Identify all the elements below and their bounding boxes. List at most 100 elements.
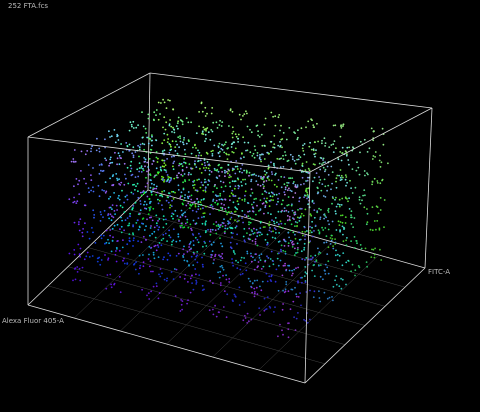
point (171, 190, 173, 193)
point (213, 259, 215, 261)
point (295, 293, 298, 296)
point (95, 149, 98, 152)
point (273, 220, 275, 223)
point (301, 162, 304, 165)
point (244, 178, 247, 181)
point (374, 151, 377, 153)
point (177, 252, 180, 255)
point (203, 252, 206, 255)
point (270, 280, 273, 282)
point (268, 205, 271, 208)
point (108, 130, 110, 133)
point (145, 203, 148, 206)
point (327, 184, 330, 187)
point (282, 132, 285, 134)
point (151, 144, 153, 147)
point (167, 138, 170, 140)
point (246, 250, 249, 253)
point (221, 206, 224, 209)
point (124, 219, 127, 222)
point (153, 119, 155, 122)
point (152, 285, 155, 288)
point (113, 210, 116, 212)
point (193, 253, 196, 255)
point (179, 225, 182, 227)
point (274, 280, 277, 283)
point (318, 181, 321, 184)
point (169, 195, 172, 198)
point (269, 226, 271, 229)
point (292, 182, 295, 185)
point (119, 228, 121, 231)
point (172, 190, 175, 193)
point (329, 237, 332, 239)
point (247, 277, 250, 280)
point (139, 191, 142, 194)
point (90, 189, 92, 192)
point (350, 223, 353, 225)
point (99, 220, 102, 222)
point (162, 179, 164, 182)
point (81, 266, 84, 269)
point (227, 169, 230, 171)
point (256, 152, 259, 154)
point (346, 153, 348, 156)
cluster (177, 243, 196, 256)
point (285, 281, 288, 283)
point (173, 128, 175, 131)
point (285, 138, 288, 141)
point (307, 120, 310, 123)
cluster (317, 226, 333, 238)
point (153, 226, 156, 229)
point (281, 227, 284, 229)
point (193, 162, 196, 165)
cluster (190, 254, 204, 270)
point (190, 167, 193, 170)
point (204, 186, 207, 189)
point (196, 197, 199, 200)
point (108, 206, 111, 209)
cluster (262, 161, 286, 181)
point (313, 202, 315, 205)
point (148, 245, 151, 248)
point (194, 204, 197, 206)
point (338, 203, 341, 206)
point (145, 176, 147, 179)
point (256, 244, 259, 247)
point (134, 268, 137, 271)
point (189, 291, 192, 294)
point (270, 171, 273, 173)
point (218, 175, 221, 177)
point (312, 124, 315, 126)
point (149, 216, 151, 219)
point (111, 184, 113, 187)
point (242, 319, 245, 322)
point (104, 157, 106, 160)
point (264, 206, 267, 209)
point (309, 318, 311, 321)
point (234, 185, 237, 188)
point (166, 258, 169, 261)
point (310, 214, 313, 217)
point (246, 322, 249, 324)
cluster (281, 219, 299, 234)
point (281, 308, 284, 311)
point (116, 179, 119, 182)
point (130, 174, 133, 177)
point (232, 250, 235, 252)
point (330, 234, 333, 237)
cluster (351, 186, 366, 205)
point (183, 259, 186, 262)
cluster (281, 262, 299, 277)
cluster (143, 160, 157, 177)
point (310, 148, 313, 151)
point (234, 296, 237, 298)
point (325, 241, 328, 244)
point (331, 296, 333, 298)
point (212, 200, 214, 202)
point (330, 144, 333, 146)
point (192, 264, 195, 266)
point (205, 230, 207, 232)
point (303, 318, 305, 321)
point (210, 129, 213, 131)
